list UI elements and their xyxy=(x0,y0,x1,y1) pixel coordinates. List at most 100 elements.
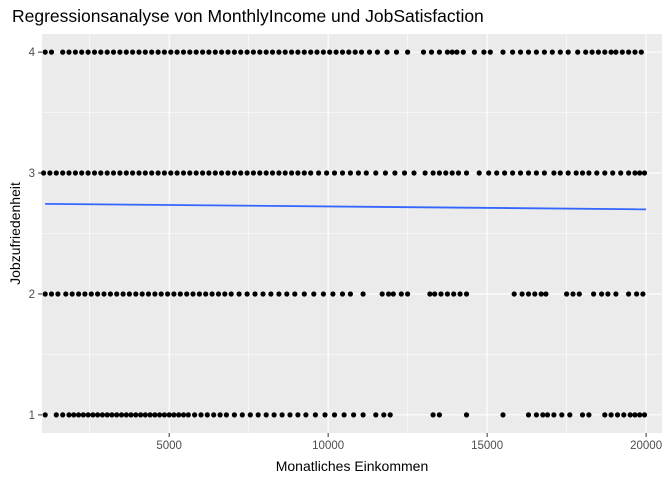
data-point xyxy=(279,412,285,418)
data-point xyxy=(289,170,295,176)
data-point xyxy=(72,170,78,176)
data-point xyxy=(444,49,450,55)
data-point xyxy=(63,291,69,297)
data-point xyxy=(358,49,365,55)
data-point xyxy=(215,291,222,297)
data-point xyxy=(110,49,117,55)
data-point xyxy=(42,412,48,418)
data-point xyxy=(42,291,48,297)
data-point xyxy=(422,170,428,176)
data-point xyxy=(373,170,379,176)
data-point xyxy=(379,291,385,297)
data-point xyxy=(320,291,326,297)
data-point xyxy=(638,49,644,55)
data-point xyxy=(244,170,250,176)
data-point xyxy=(157,412,163,418)
data-point xyxy=(149,49,155,55)
data-point xyxy=(481,49,487,55)
data-point xyxy=(605,291,611,297)
data-point xyxy=(212,170,218,176)
data-point xyxy=(341,412,347,418)
data-point xyxy=(185,412,191,418)
data-point xyxy=(564,291,570,297)
data-point xyxy=(231,170,237,176)
data-point xyxy=(138,412,144,418)
data-point xyxy=(621,412,627,418)
data-point xyxy=(366,49,373,55)
data-point xyxy=(133,291,139,297)
regression-line xyxy=(45,202,647,211)
data-point xyxy=(117,49,123,55)
data-point xyxy=(225,170,231,176)
data-point xyxy=(339,170,346,176)
data-point xyxy=(390,291,396,297)
data-point xyxy=(382,170,388,176)
x-tick-label: 5000 xyxy=(156,440,182,452)
data-point xyxy=(532,291,538,297)
data-point xyxy=(276,291,282,297)
data-point xyxy=(541,170,548,176)
data-point xyxy=(284,291,290,297)
data-point xyxy=(263,170,269,176)
data-point xyxy=(104,412,110,418)
data-point xyxy=(420,49,427,55)
data-point xyxy=(184,291,190,297)
data-point xyxy=(91,49,98,55)
data-point xyxy=(250,49,256,55)
data-point xyxy=(176,412,182,418)
data-point xyxy=(161,170,167,176)
data-point xyxy=(316,170,322,176)
data-point xyxy=(174,170,180,176)
data-point xyxy=(66,49,72,55)
data-point xyxy=(192,412,198,418)
data-point xyxy=(133,412,139,418)
data-point xyxy=(500,412,506,418)
data-point xyxy=(519,291,525,297)
data-point xyxy=(436,412,442,418)
data-point xyxy=(579,170,586,176)
data-point xyxy=(339,291,346,297)
data-point xyxy=(228,291,234,297)
data-point xyxy=(557,49,563,55)
data-point xyxy=(53,170,59,176)
data-point xyxy=(260,291,266,297)
data-point xyxy=(79,170,85,176)
data-point xyxy=(238,170,244,176)
data-point xyxy=(544,412,551,418)
data-point xyxy=(212,49,218,55)
data-point xyxy=(263,49,269,55)
data-point xyxy=(123,412,129,418)
data-point xyxy=(147,412,153,418)
data-point xyxy=(586,170,592,176)
data-point xyxy=(82,291,88,297)
data-point xyxy=(292,291,298,297)
data-point xyxy=(351,412,357,418)
data-point xyxy=(142,412,148,418)
data-point xyxy=(570,291,576,297)
data-point xyxy=(454,49,460,55)
data-point xyxy=(130,49,136,55)
data-point xyxy=(500,49,506,55)
data-point xyxy=(401,170,408,176)
data-point xyxy=(88,291,94,297)
y-tick-label: 4 xyxy=(29,47,36,59)
data-point xyxy=(109,412,115,418)
data-point xyxy=(98,170,104,176)
data-point xyxy=(303,412,309,418)
data-point xyxy=(538,291,544,297)
data-point xyxy=(387,412,393,418)
data-point xyxy=(110,170,117,176)
data-point xyxy=(301,291,307,297)
data-point xyxy=(66,170,72,176)
chart-title: Regressionsanalyse von MonthlyIncome und… xyxy=(12,6,484,26)
data-point xyxy=(355,170,361,176)
data-point xyxy=(557,170,563,176)
data-point xyxy=(168,170,174,176)
x-axis-title: Monatliches Einkommen xyxy=(276,458,429,474)
data-point xyxy=(333,49,339,55)
data-point xyxy=(331,412,338,418)
data-point xyxy=(114,412,120,418)
data-point xyxy=(198,412,204,418)
data-point xyxy=(271,412,277,418)
data-point xyxy=(494,170,500,176)
